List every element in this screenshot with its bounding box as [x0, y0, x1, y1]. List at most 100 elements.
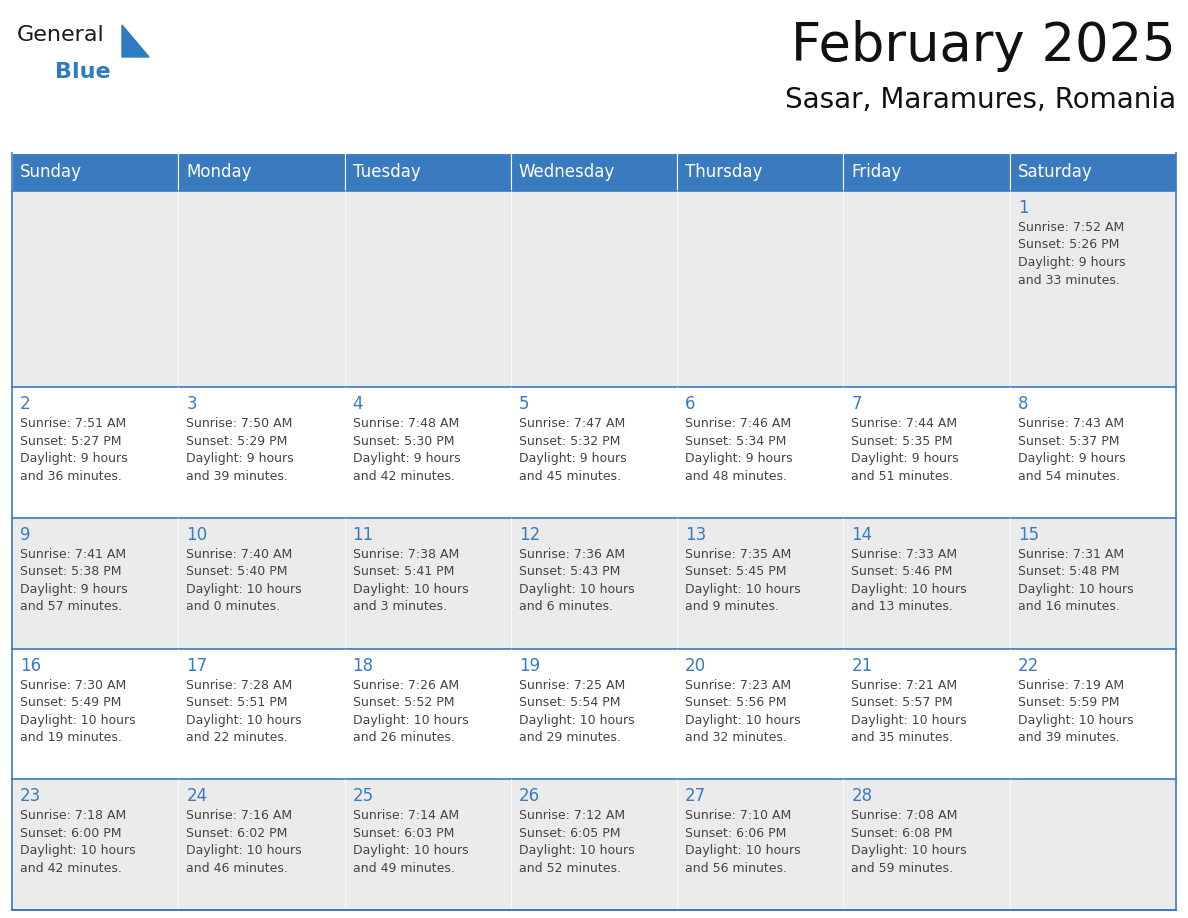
- Text: and 39 minutes.: and 39 minutes.: [187, 470, 289, 483]
- Bar: [178, 387, 345, 518]
- Bar: [345, 518, 511, 648]
- Text: 21: 21: [852, 656, 873, 675]
- Text: Daylight: 10 hours: Daylight: 10 hours: [685, 713, 801, 726]
- Text: 12: 12: [519, 526, 541, 543]
- Bar: [843, 191, 1010, 387]
- Text: and 9 minutes.: and 9 minutes.: [685, 600, 779, 613]
- Text: and 36 minutes.: and 36 minutes.: [20, 470, 122, 483]
- Text: Sunrise: 7:43 AM: Sunrise: 7:43 AM: [1018, 417, 1124, 431]
- Text: Sunset: 5:27 PM: Sunset: 5:27 PM: [20, 434, 121, 448]
- Bar: [511, 518, 677, 648]
- Text: and 19 minutes.: and 19 minutes.: [20, 731, 122, 744]
- Text: 27: 27: [685, 788, 707, 805]
- Bar: [677, 518, 843, 648]
- Text: Sunset: 5:35 PM: Sunset: 5:35 PM: [852, 434, 953, 448]
- Bar: [1010, 153, 1176, 191]
- Text: Sunset: 5:59 PM: Sunset: 5:59 PM: [1018, 696, 1119, 709]
- Bar: [511, 153, 677, 191]
- Text: Sunrise: 7:14 AM: Sunrise: 7:14 AM: [353, 810, 459, 823]
- Text: 16: 16: [20, 656, 42, 675]
- Text: Sunset: 5:48 PM: Sunset: 5:48 PM: [1018, 565, 1119, 578]
- Text: Sunset: 5:41 PM: Sunset: 5:41 PM: [353, 565, 454, 578]
- Text: Daylight: 10 hours: Daylight: 10 hours: [685, 583, 801, 596]
- Text: Sunset: 6:05 PM: Sunset: 6:05 PM: [519, 827, 620, 840]
- Text: Sunset: 6:03 PM: Sunset: 6:03 PM: [353, 827, 454, 840]
- Bar: [178, 648, 345, 779]
- Text: 10: 10: [187, 526, 208, 543]
- Text: Daylight: 9 hours: Daylight: 9 hours: [1018, 452, 1125, 465]
- Text: Sunrise: 7:47 AM: Sunrise: 7:47 AM: [519, 417, 625, 431]
- Text: and 57 minutes.: and 57 minutes.: [20, 600, 122, 613]
- Text: February 2025: February 2025: [791, 20, 1176, 72]
- Text: 6: 6: [685, 395, 696, 413]
- Text: Sunrise: 7:35 AM: Sunrise: 7:35 AM: [685, 548, 791, 561]
- Text: and 16 minutes.: and 16 minutes.: [1018, 600, 1119, 613]
- Text: Daylight: 10 hours: Daylight: 10 hours: [685, 845, 801, 857]
- Bar: [843, 648, 1010, 779]
- Bar: [12, 153, 178, 191]
- Text: Blue: Blue: [55, 62, 110, 82]
- Bar: [12, 387, 178, 518]
- Text: Sunrise: 7:21 AM: Sunrise: 7:21 AM: [852, 678, 958, 691]
- Text: Sunrise: 7:19 AM: Sunrise: 7:19 AM: [1018, 678, 1124, 691]
- Text: 11: 11: [353, 526, 374, 543]
- Text: Daylight: 10 hours: Daylight: 10 hours: [1018, 583, 1133, 596]
- Text: Sunrise: 7:16 AM: Sunrise: 7:16 AM: [187, 810, 292, 823]
- Text: Sunrise: 7:30 AM: Sunrise: 7:30 AM: [20, 678, 126, 691]
- Text: Daylight: 10 hours: Daylight: 10 hours: [187, 583, 302, 596]
- Bar: [178, 153, 345, 191]
- Text: and 32 minutes.: and 32 minutes.: [685, 731, 786, 744]
- Text: and 51 minutes.: and 51 minutes.: [852, 470, 954, 483]
- Text: and 45 minutes.: and 45 minutes.: [519, 470, 621, 483]
- Bar: [843, 779, 1010, 910]
- Text: and 42 minutes.: and 42 minutes.: [353, 470, 455, 483]
- Text: Daylight: 9 hours: Daylight: 9 hours: [353, 452, 460, 465]
- Text: Sunset: 5:51 PM: Sunset: 5:51 PM: [187, 696, 287, 709]
- Bar: [12, 779, 178, 910]
- Text: Sunrise: 7:51 AM: Sunrise: 7:51 AM: [20, 417, 126, 431]
- Text: Daylight: 10 hours: Daylight: 10 hours: [353, 713, 468, 726]
- Bar: [677, 779, 843, 910]
- Bar: [12, 518, 178, 648]
- Text: Sunset: 5:34 PM: Sunset: 5:34 PM: [685, 434, 786, 448]
- Bar: [1010, 387, 1176, 518]
- Bar: [1010, 518, 1176, 648]
- Text: Sunset: 5:40 PM: Sunset: 5:40 PM: [187, 565, 287, 578]
- Text: Thursday: Thursday: [685, 163, 763, 181]
- Text: Daylight: 9 hours: Daylight: 9 hours: [20, 583, 127, 596]
- Text: Daylight: 9 hours: Daylight: 9 hours: [519, 452, 626, 465]
- Text: and 49 minutes.: and 49 minutes.: [353, 862, 455, 875]
- Text: Sunset: 5:49 PM: Sunset: 5:49 PM: [20, 696, 121, 709]
- Bar: [345, 191, 511, 387]
- Text: Daylight: 10 hours: Daylight: 10 hours: [1018, 713, 1133, 726]
- Text: Sunrise: 7:26 AM: Sunrise: 7:26 AM: [353, 678, 459, 691]
- Text: Sunrise: 7:18 AM: Sunrise: 7:18 AM: [20, 810, 126, 823]
- Text: Sunrise: 7:40 AM: Sunrise: 7:40 AM: [187, 548, 292, 561]
- Text: and 42 minutes.: and 42 minutes.: [20, 862, 122, 875]
- Text: Sunrise: 7:12 AM: Sunrise: 7:12 AM: [519, 810, 625, 823]
- Text: 17: 17: [187, 656, 208, 675]
- Text: Sunset: 5:54 PM: Sunset: 5:54 PM: [519, 696, 620, 709]
- Bar: [511, 779, 677, 910]
- Text: 20: 20: [685, 656, 707, 675]
- Text: 18: 18: [353, 656, 374, 675]
- Text: Monday: Monday: [187, 163, 252, 181]
- Text: Daylight: 10 hours: Daylight: 10 hours: [20, 845, 135, 857]
- Text: Sunset: 5:45 PM: Sunset: 5:45 PM: [685, 565, 786, 578]
- Bar: [677, 648, 843, 779]
- Bar: [677, 153, 843, 191]
- Text: Daylight: 10 hours: Daylight: 10 hours: [519, 713, 634, 726]
- Text: 24: 24: [187, 788, 208, 805]
- Text: Sunset: 5:57 PM: Sunset: 5:57 PM: [852, 696, 953, 709]
- Text: Sunset: 5:30 PM: Sunset: 5:30 PM: [353, 434, 454, 448]
- Text: Daylight: 10 hours: Daylight: 10 hours: [852, 583, 967, 596]
- Text: 4: 4: [353, 395, 364, 413]
- Text: Sunrise: 7:31 AM: Sunrise: 7:31 AM: [1018, 548, 1124, 561]
- Text: 25: 25: [353, 788, 374, 805]
- Text: 14: 14: [852, 526, 872, 543]
- Bar: [345, 779, 511, 910]
- Text: General: General: [17, 25, 105, 45]
- Text: Daylight: 9 hours: Daylight: 9 hours: [20, 452, 127, 465]
- Bar: [1010, 191, 1176, 387]
- Bar: [178, 779, 345, 910]
